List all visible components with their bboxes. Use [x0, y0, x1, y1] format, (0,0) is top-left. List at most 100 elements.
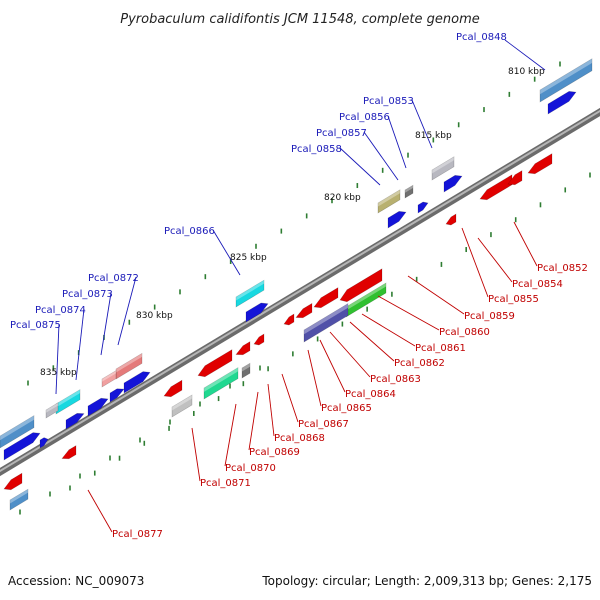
gene-arrow-fwd [443, 175, 463, 193]
gene-arrow-fwd-shape [443, 175, 463, 193]
reverse-gene-labels: Pcal_0852 Pcal_0854 Pcal_0855 Pcal_0859 … [112, 263, 588, 540]
gene-label-pcal-0866[interactable]: Pcal_0866 [164, 226, 215, 237]
gene-pcal-0865-shape [283, 313, 295, 326]
gene-arrow-fwd-shape [109, 388, 125, 403]
gene-pcal-0860 [339, 268, 383, 303]
gene-pcal-0864-shape [295, 302, 313, 319]
scale-label-815: 815 kbp [415, 131, 452, 141]
gene-pcal-0856-shine [405, 185, 413, 193]
gene-label-pcal-0873[interactable]: Pcal_0873 [62, 289, 113, 300]
gene-arrow-fwd [39, 437, 49, 449]
gene-pcal-0855-shape [527, 153, 553, 175]
leader-pcal-0853 [411, 99, 433, 149]
gene-block-left-body [0, 415, 35, 449]
gene-label-pcal-0861[interactable]: Pcal_0861 [415, 343, 466, 354]
scale-label-820: 820 kbp [324, 193, 361, 203]
gene-pcal-0854 [507, 170, 523, 186]
gene-pcal-0863 [313, 287, 339, 309]
gene-label-pcal-0854[interactable]: Pcal_0854 [512, 279, 563, 290]
leader-pcal-0858 [339, 147, 381, 186]
gene-pcal-0859-shape [445, 213, 457, 226]
scale-label-835: 835 kbp [40, 368, 77, 378]
gene-label-pcal-0848[interactable]: Pcal_0848 [456, 32, 507, 43]
gene-pcal-0871 [171, 394, 193, 418]
map-title: Pyrobaculum calidifontis JCM 11548, comp… [120, 12, 480, 27]
gene-pcal-0856-body [404, 184, 414, 199]
leader-pcal-0870 [224, 403, 237, 467]
leader-pcal-0856 [387, 115, 407, 169]
gene-arrow-fwd [245, 302, 269, 323]
gene-pcal-0870-shine [204, 367, 238, 392]
scale-label-810: 810 kbp [508, 67, 545, 77]
gene-pcal-0868-shape [235, 341, 251, 356]
gene-label-pcal-0852[interactable]: Pcal_0852 [537, 263, 588, 274]
gene-label-pcal-0856[interactable]: Pcal_0856 [339, 112, 390, 123]
tick-marks [19, 61, 591, 515]
leader-pcal-0861 [361, 313, 416, 347]
gene-arrow-fwd [547, 91, 577, 115]
gene-block-left-bottom-body [9, 488, 29, 511]
leader-pcal-0863 [329, 331, 371, 378]
gene-pcal-0864 [295, 302, 313, 319]
gene-pcal-0858-shine [378, 189, 400, 207]
gene-pcal-0870 [203, 367, 239, 400]
scale-labels: 810 kbp 815 kbp 820 kbp 825 kbp 830 kbp … [40, 67, 545, 378]
gene-label-pcal-0874[interactable]: Pcal_0874 [35, 305, 86, 316]
leader-pcal-0875 [55, 323, 60, 395]
gene-pcal-0855 [527, 153, 553, 175]
gene-label-pcal-0864[interactable]: Pcal_0864 [345, 389, 396, 400]
gene-label-pcal-0877[interactable]: Pcal_0877 [112, 529, 163, 540]
gene-pcal-0862 [303, 303, 349, 343]
gene-pcal-0871-shine [172, 394, 192, 411]
gene-arrow-fwd-shape [65, 413, 85, 430]
gene-pcal-0874 [55, 389, 81, 415]
gene-block-left-bottom-shine [10, 489, 28, 504]
gene-label-pcal-0869[interactable]: Pcal_0869 [249, 447, 300, 458]
gene-pcal-0848-body [539, 58, 593, 103]
gene-label-pcal-0871[interactable]: Pcal_0871 [200, 478, 251, 489]
gene-label-pcal-0868[interactable]: Pcal_0868 [274, 433, 325, 444]
gene-label-pcal-0870[interactable]: Pcal_0870 [225, 463, 276, 474]
gene-label-pcal-0857[interactable]: Pcal_0857 [316, 128, 367, 139]
gene-pcal-0863-shape [313, 287, 339, 309]
gene-pcal-0856 [404, 184, 414, 199]
leader-pcal-0854 [477, 237, 513, 283]
gene-pcal-0865 [283, 313, 295, 326]
gene-pcal-0867 [253, 333, 265, 346]
gene-pcal-0874-shine [56, 389, 80, 408]
gene-arrow-fwd [65, 413, 85, 430]
gene-label-pcal-0863[interactable]: Pcal_0863 [370, 374, 421, 385]
gene-pcal-0877-shape [3, 472, 23, 491]
gene-block-left [0, 415, 35, 449]
leader-pcal-0859 [407, 275, 465, 315]
gene-block-left-shine [0, 415, 34, 441]
gene-pcal-0876 [61, 445, 77, 460]
gene-label-pcal-0862[interactable]: Pcal_0862 [394, 358, 445, 369]
leader-pcal-0867 [281, 373, 299, 423]
leader-pcal-0848 [504, 39, 546, 71]
genome-backbone-highlight [0, 109, 600, 473]
gene-pcal-0870b-shape [197, 349, 233, 378]
gene-pcal-0853-shine [432, 156, 454, 174]
gene-label-pcal-0855[interactable]: Pcal_0855 [488, 294, 539, 305]
leader-pcal-0871 [191, 427, 201, 482]
gene-label-pcal-0853[interactable]: Pcal_0853 [363, 96, 414, 107]
gene-pcal-0876-shape [61, 445, 77, 460]
gene-label-pcal-0860[interactable]: Pcal_0860 [439, 327, 490, 338]
leader-pcal-0873 [100, 292, 112, 356]
gene-label-pcal-0875[interactable]: Pcal_0875 [10, 320, 61, 331]
gene-label-pcal-0858[interactable]: Pcal_0858 [291, 144, 342, 155]
gene-arrow-fwd-shape [245, 302, 269, 323]
gene-pcal-0858 [377, 189, 401, 214]
leader-pcal-0852 [513, 221, 538, 267]
gene-label-pcal-0867[interactable]: Pcal_0867 [298, 419, 349, 430]
gene-pcal-0869 [241, 362, 251, 379]
gene-label-pcal-0872[interactable]: Pcal_0872 [88, 273, 139, 284]
leader-pcal-0862 [349, 321, 395, 362]
gene-label-pcal-0865[interactable]: Pcal_0865 [321, 403, 372, 414]
gene-pcal-0858-body [377, 189, 401, 214]
gene-pcal-0862-shine [304, 303, 348, 335]
gene-label-pcal-0859[interactable]: Pcal_0859 [464, 311, 515, 322]
gene-pcal-0853-body [431, 156, 455, 181]
